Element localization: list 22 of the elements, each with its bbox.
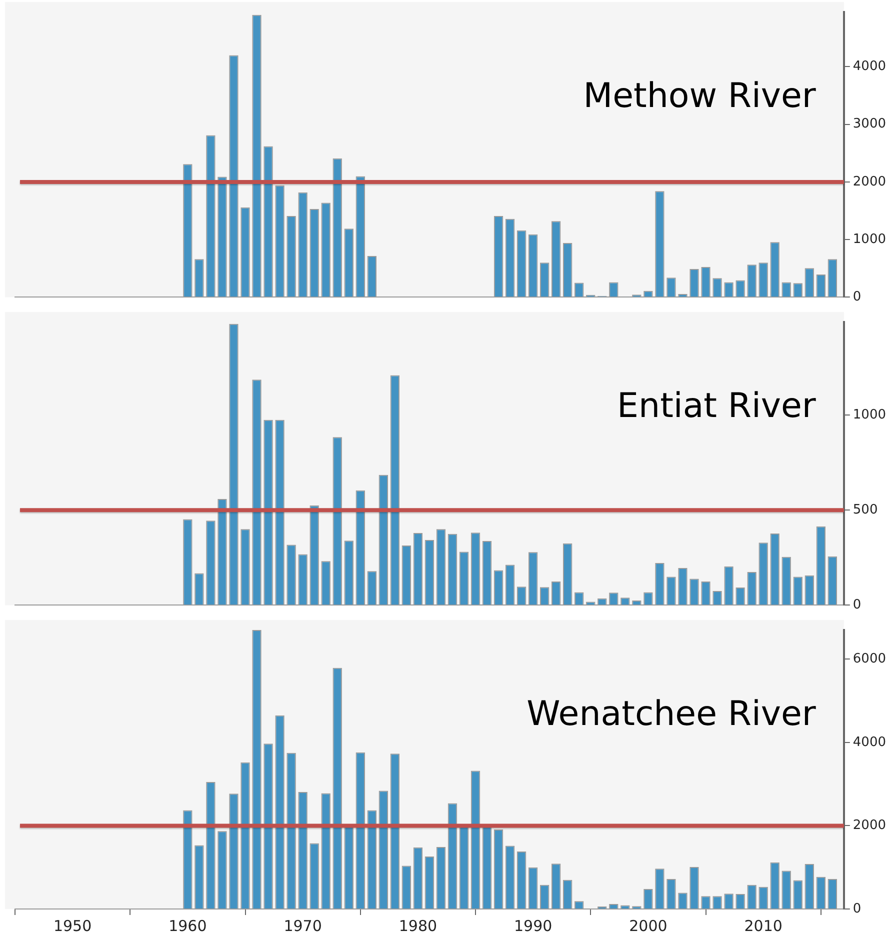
y-tick-label: 0	[852, 290, 862, 305]
y-tick-label: 3000	[852, 116, 886, 132]
text: Wenatchee River	[526, 694, 816, 734]
x-tick-label: 1960	[168, 916, 207, 935]
x-tick-label: 1950	[53, 916, 92, 935]
y-tick-label: 6000	[852, 652, 886, 667]
y-tick-label: 4000	[852, 59, 886, 74]
y-tick-label: 0	[852, 598, 862, 613]
y-tick-label: 1000	[852, 232, 886, 247]
text: Entiat River	[617, 386, 816, 426]
text: Methow River	[583, 76, 816, 116]
y-tick-label: 4000	[852, 734, 886, 750]
y-tick-label: 2000	[852, 174, 886, 190]
y-tick-label: 0	[852, 901, 862, 916]
x-tick-label: 1990	[514, 916, 552, 935]
y-tick-label: 2000	[852, 818, 886, 834]
y-tick-label: 1000	[852, 408, 886, 423]
x-tick-label: 2010	[744, 916, 782, 935]
x-tick-label: 2000	[629, 916, 668, 935]
x-tick-label: 1980	[398, 916, 438, 935]
y-tick-label: 500	[852, 502, 878, 518]
x-tick-label: 1970	[284, 916, 322, 935]
